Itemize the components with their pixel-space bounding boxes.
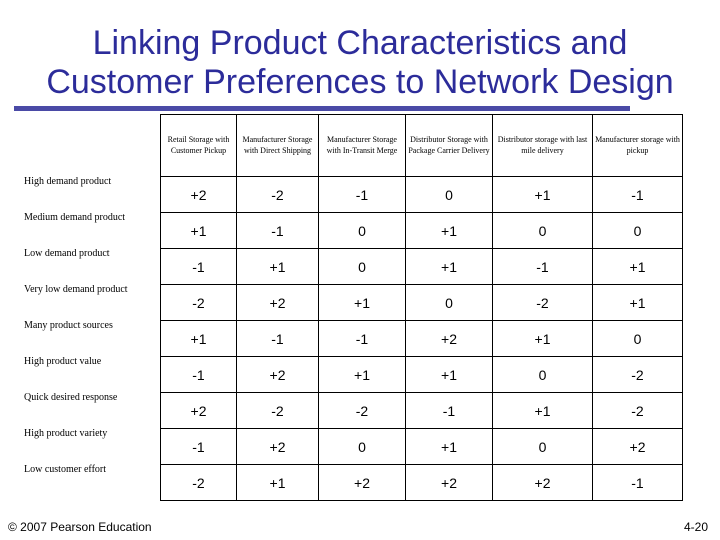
- rating-cell: 0: [318, 212, 406, 249]
- rating-cell: -1: [592, 464, 683, 501]
- copyright-footer: © 2007 Pearson Education: [8, 520, 152, 534]
- table-row: -1 +1 0 +1 -1 +1: [160, 248, 683, 285]
- column-header: Distributor Storage with Package Carrier…: [405, 114, 493, 177]
- table-row: -2 +1 +2 +2 +2 -1: [160, 464, 683, 501]
- rating-cell: -1: [405, 392, 493, 429]
- rating-cell: 0: [492, 212, 593, 249]
- rating-cell: -2: [592, 392, 683, 429]
- rating-cell: +2: [318, 464, 406, 501]
- rating-cell: +2: [405, 320, 493, 357]
- rating-cell: -1: [318, 176, 406, 213]
- rating-cell: +1: [405, 356, 493, 393]
- row-label: Low customer effort: [24, 464, 107, 475]
- row-label: Low demand product: [24, 248, 110, 259]
- title-line-1: Linking Product Characteristics and: [92, 24, 628, 62]
- rating-cell: +1: [405, 248, 493, 285]
- row-label: Very low demand product: [24, 284, 128, 295]
- rating-cell: -2: [318, 392, 406, 429]
- rating-cell: -2: [236, 176, 319, 213]
- row-label: Quick desired response: [24, 392, 118, 403]
- rating-cell: +1: [492, 176, 593, 213]
- row-label: Medium demand product: [24, 212, 126, 223]
- table-row: +1 -1 0 +1 0 0: [160, 212, 683, 249]
- rating-cell: -1: [236, 320, 319, 357]
- rating-cell: 0: [492, 356, 593, 393]
- ratings-table: Retail Storage with Customer Pickup Manu…: [160, 114, 683, 501]
- rating-cell: +1: [405, 212, 493, 249]
- rating-cell: -1: [160, 248, 237, 285]
- rating-cell: +1: [236, 464, 319, 501]
- rating-cell: -1: [318, 320, 406, 357]
- rating-cell: +2: [160, 392, 237, 429]
- row-label: Many product sources: [24, 320, 113, 331]
- rating-cell: +2: [236, 356, 319, 393]
- rating-cell: 0: [318, 428, 406, 465]
- rating-cell: -1: [236, 212, 319, 249]
- title-line-2: Customer Preferences to Network Design: [46, 63, 674, 101]
- rating-cell: 0: [492, 428, 593, 465]
- rating-cell: +2: [592, 428, 683, 465]
- column-header: Manufacturer Storage with Direct Shippin…: [236, 114, 319, 177]
- rating-cell: +1: [592, 248, 683, 285]
- table-row: +2 -2 -2 -1 +1 -2: [160, 392, 683, 429]
- rating-cell: +1: [592, 284, 683, 321]
- rating-cell: -2: [236, 392, 319, 429]
- column-header: Manufacturer Storage with In-Transit Mer…: [318, 114, 406, 177]
- rating-cell: 0: [592, 320, 683, 357]
- row-label: High demand product: [24, 176, 112, 187]
- slide-title: Linking Product Characteristics and Cust…: [0, 24, 720, 102]
- rating-cell: +2: [492, 464, 593, 501]
- rating-cell: +1: [236, 248, 319, 285]
- rating-cell: 0: [405, 176, 493, 213]
- rating-cell: -1: [492, 248, 593, 285]
- header-row: Retail Storage with Customer Pickup Manu…: [160, 114, 683, 177]
- rating-cell: +2: [405, 464, 493, 501]
- table-row: -2 +2 +1 0 -2 +1: [160, 284, 683, 321]
- rating-cell: +1: [160, 320, 237, 357]
- rating-cell: +2: [236, 284, 319, 321]
- rating-cell: -1: [160, 356, 237, 393]
- rating-cell: 0: [405, 284, 493, 321]
- rating-cell: +2: [160, 176, 237, 213]
- title-divider: [14, 106, 630, 111]
- rating-cell: 0: [592, 212, 683, 249]
- rating-cell: 0: [318, 248, 406, 285]
- rating-cell: +1: [318, 284, 406, 321]
- rating-cell: +1: [318, 356, 406, 393]
- rating-cell: -2: [160, 464, 237, 501]
- rating-cell: +1: [492, 392, 593, 429]
- rating-cell: -2: [160, 284, 237, 321]
- rating-cell: +2: [236, 428, 319, 465]
- rating-cell: -2: [592, 356, 683, 393]
- rating-cell: -2: [492, 284, 593, 321]
- table-row: -1 +2 +1 +1 0 -2: [160, 356, 683, 393]
- row-label: High product value: [24, 356, 102, 367]
- rating-cell: +1: [405, 428, 493, 465]
- slide-number: 4-20: [683, 520, 708, 534]
- row-label: High product variety: [24, 428, 108, 439]
- table-row: -1 +2 0 +1 0 +2: [160, 428, 683, 465]
- table-row: +1 -1 -1 +2 +1 0: [160, 320, 683, 357]
- rating-cell: -1: [160, 428, 237, 465]
- table-row: +2 -2 -1 0 +1 -1: [160, 176, 683, 213]
- rating-cell: -1: [592, 176, 683, 213]
- column-header: Manufacturer storage with pickup: [592, 114, 683, 177]
- rating-cell: +1: [492, 320, 593, 357]
- column-header: Distributor storage with last mile deliv…: [492, 114, 593, 177]
- rating-cell: +1: [160, 212, 237, 249]
- column-header: Retail Storage with Customer Pickup: [160, 114, 237, 177]
